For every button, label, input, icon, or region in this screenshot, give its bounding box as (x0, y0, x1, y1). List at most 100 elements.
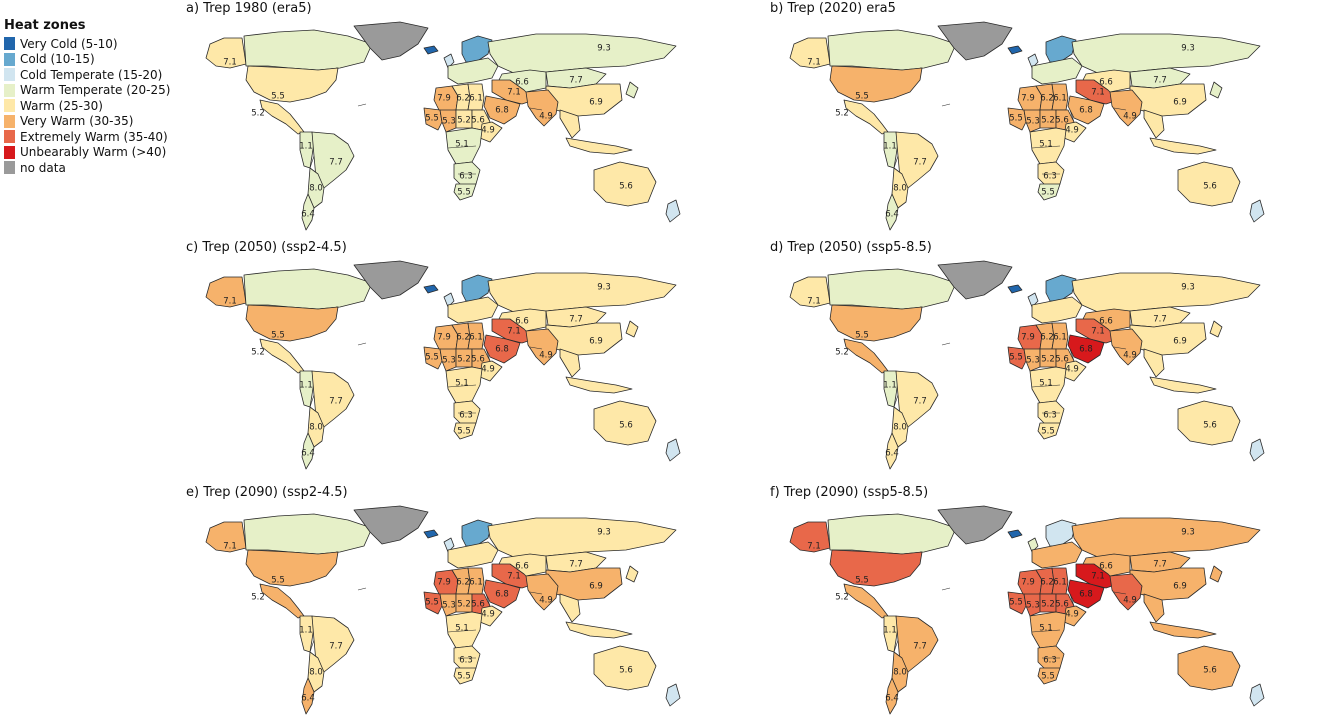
region-south-africa (1037, 422, 1061, 440)
region-value-label: 7.1 (223, 58, 237, 68)
region-sahel-west (1023, 593, 1041, 617)
region-value-label: 5.3 (1026, 601, 1040, 611)
region-value-label: 6.9 (1173, 337, 1187, 347)
region-value-label: 5.1 (455, 624, 469, 634)
region-russia (1071, 33, 1261, 75)
legend-label: Very Warm (30-35) (20, 114, 134, 129)
legend-label: no data (20, 160, 66, 175)
region-value-label: 5.2 (835, 348, 849, 358)
region-china (545, 322, 623, 356)
region-value-label: 6.4 (885, 449, 899, 459)
region-value-label: 4.9 (1065, 126, 1079, 136)
region-central-africa (1029, 611, 1067, 649)
region-value-label: 5.2 (457, 355, 471, 365)
region-indonesia (1149, 376, 1217, 394)
panel-title: a) Trep 1980 (era5) (186, 1, 312, 16)
region-value-label: 5.2 (251, 593, 265, 603)
region-value-label: 5.5 (271, 331, 285, 341)
region-value-label: 7.1 (1091, 327, 1105, 337)
region-value-label: 6.9 (1173, 582, 1187, 592)
legend-item-very-cold: Very Cold (5-10) (4, 36, 179, 52)
region-value-label: 8.0 (893, 668, 907, 678)
region-value-label: 9.3 (597, 44, 611, 54)
region-value-label: 7.7 (329, 397, 343, 407)
region-value-label: 7.7 (913, 158, 927, 168)
region-canada (827, 268, 957, 310)
region-arabia (1067, 95, 1105, 125)
region-value-label: 7.7 (913, 642, 927, 652)
region-south-asia (1109, 573, 1143, 611)
region-value-label: 6.2 (456, 94, 470, 104)
region-value-label: 6.8 (495, 590, 509, 600)
region-japan (1209, 81, 1223, 99)
region-canada (243, 29, 373, 71)
region-se-asia (1143, 109, 1165, 139)
region-value-label: 7.1 (1091, 572, 1105, 582)
region-australia (1177, 161, 1241, 207)
country-border (941, 587, 951, 591)
region-value-label: 7.9 (437, 333, 451, 343)
region-europe (447, 541, 499, 569)
region-value-label: 6.1 (1053, 94, 1067, 104)
region-uk (1027, 292, 1039, 308)
region-sahel-west (439, 109, 457, 133)
region-value-label: 6.9 (589, 98, 603, 108)
region-value-label: 8.0 (309, 423, 323, 433)
region-new-zealand (1249, 199, 1265, 223)
region-se-asia (1143, 348, 1165, 378)
region-canada (243, 513, 373, 555)
legend-items: Very Cold (5-10) Cold (10-15) Cold Tempera… (4, 36, 179, 176)
legend-item-no-data: no data (4, 160, 179, 176)
region-uk (443, 292, 455, 308)
region-value-label: 4.9 (1123, 351, 1137, 361)
region-value-label: 4.9 (1065, 610, 1079, 620)
country-border (529, 591, 543, 595)
region-value-label: 6.4 (301, 210, 315, 220)
region-brazil (311, 370, 355, 428)
region-sahel-west (1023, 348, 1041, 372)
region-value-label: 5.3 (442, 117, 456, 127)
region-value-label: 6.9 (589, 337, 603, 347)
region-value-label: 7.9 (1021, 94, 1035, 104)
region-greenland (937, 21, 1013, 61)
legend-label: Cold (10-15) (20, 52, 95, 67)
region-brazil (895, 131, 939, 189)
region-value-label: 6.6 (515, 78, 529, 88)
region-russia (1071, 517, 1261, 559)
region-value-label: 7.9 (437, 94, 451, 104)
region-value-label: 7.1 (807, 58, 821, 68)
region-europe (447, 57, 499, 85)
panel-title: e) Trep (2090) (ssp2-4.5) (186, 485, 348, 500)
region-central-america (259, 338, 305, 374)
region-alaska (205, 37, 247, 69)
region-value-label: 5.3 (1026, 356, 1040, 366)
region-value-label: 1.1 (299, 142, 313, 152)
region-russia (487, 33, 677, 75)
region-alaska (789, 37, 831, 69)
legend-label: Extremely Warm (35-40) (20, 129, 168, 144)
region-value-label: 7.1 (223, 297, 237, 307)
region-value-label: 7.7 (913, 397, 927, 407)
region-value-label: 4.9 (539, 112, 553, 122)
region-se-asia (559, 109, 581, 139)
region-south-asia (1109, 328, 1143, 366)
legend-item-cold: Cold (10-15) (4, 52, 179, 68)
region-value-label: 6.4 (301, 449, 315, 459)
country-border (893, 155, 899, 169)
region-usa (829, 304, 923, 342)
region-japan (1209, 565, 1223, 583)
region-value-label: 6.4 (885, 210, 899, 220)
region-value-label: 6.6 (1099, 78, 1113, 88)
region-value-label: 5.5 (1041, 672, 1055, 682)
legend-item-unbearably-warm: Unbearably Warm (>40) (4, 145, 179, 161)
region-value-label: 5.3 (1026, 117, 1040, 127)
region-usa (829, 549, 923, 587)
region-value-label: 5.1 (1039, 379, 1053, 389)
region-greenland (937, 505, 1013, 545)
region-australia (1177, 400, 1241, 446)
region-alaska (789, 276, 831, 308)
region-scandinavia (461, 274, 493, 302)
region-brazil (895, 615, 939, 673)
region-value-label: 5.1 (455, 140, 469, 150)
country-border (941, 342, 951, 346)
